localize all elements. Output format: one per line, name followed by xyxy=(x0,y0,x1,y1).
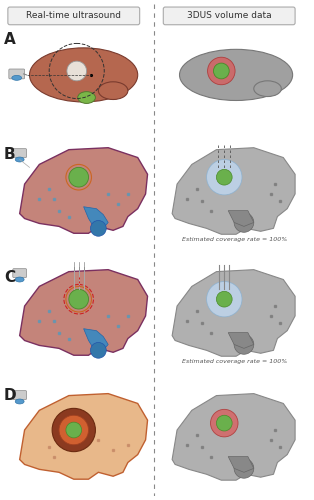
Text: C: C xyxy=(4,270,15,284)
Text: 3DUS volume data: 3DUS volume data xyxy=(187,12,272,20)
Text: Estimated coverage rate = 100%: Estimated coverage rate = 100% xyxy=(182,237,287,242)
Polygon shape xyxy=(228,332,254,348)
Circle shape xyxy=(67,61,87,81)
Circle shape xyxy=(234,458,254,478)
FancyBboxPatch shape xyxy=(13,390,27,400)
FancyBboxPatch shape xyxy=(8,7,140,24)
Ellipse shape xyxy=(12,76,22,80)
Ellipse shape xyxy=(30,48,138,102)
Circle shape xyxy=(210,410,238,437)
Text: B: B xyxy=(4,146,16,162)
Ellipse shape xyxy=(15,277,24,282)
Polygon shape xyxy=(20,270,148,356)
Polygon shape xyxy=(20,394,148,479)
Circle shape xyxy=(59,416,89,445)
Polygon shape xyxy=(228,210,254,226)
Circle shape xyxy=(216,292,232,307)
Circle shape xyxy=(234,334,254,354)
Circle shape xyxy=(207,160,242,195)
Ellipse shape xyxy=(15,157,24,162)
Circle shape xyxy=(216,416,232,431)
Circle shape xyxy=(66,422,82,438)
Ellipse shape xyxy=(98,82,128,100)
Polygon shape xyxy=(84,206,108,229)
Circle shape xyxy=(234,212,254,233)
Text: D: D xyxy=(4,388,17,402)
Text: A: A xyxy=(4,32,16,46)
Polygon shape xyxy=(84,328,108,350)
Polygon shape xyxy=(172,270,295,356)
Ellipse shape xyxy=(180,50,293,100)
Polygon shape xyxy=(172,394,295,480)
FancyBboxPatch shape xyxy=(163,7,295,24)
Polygon shape xyxy=(20,148,148,234)
Circle shape xyxy=(69,290,89,309)
FancyBboxPatch shape xyxy=(9,69,24,79)
Ellipse shape xyxy=(15,399,24,404)
Text: Real-time ultrasound: Real-time ultrasound xyxy=(26,12,121,20)
Circle shape xyxy=(207,282,242,317)
Circle shape xyxy=(69,168,89,187)
Ellipse shape xyxy=(78,92,95,104)
Circle shape xyxy=(52,408,95,452)
Circle shape xyxy=(214,63,229,79)
FancyBboxPatch shape xyxy=(13,268,27,278)
Circle shape xyxy=(216,170,232,185)
Circle shape xyxy=(90,342,106,358)
Polygon shape xyxy=(228,456,254,472)
Circle shape xyxy=(90,220,106,236)
Circle shape xyxy=(208,57,235,84)
Text: Estimated coverage rate = 100%: Estimated coverage rate = 100% xyxy=(182,359,287,364)
FancyBboxPatch shape xyxy=(13,148,27,158)
Polygon shape xyxy=(172,148,295,234)
Ellipse shape xyxy=(254,81,281,96)
